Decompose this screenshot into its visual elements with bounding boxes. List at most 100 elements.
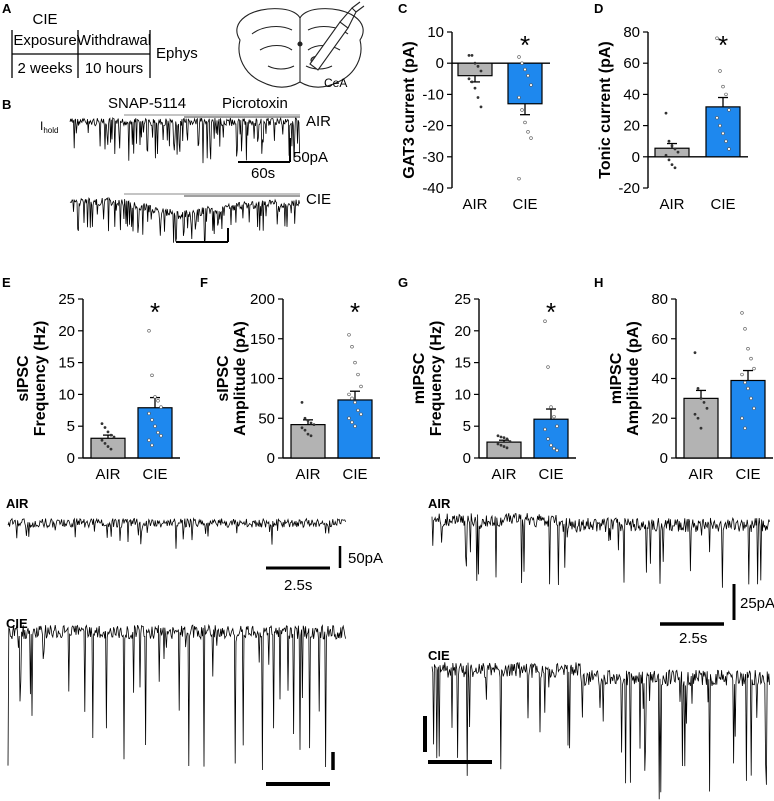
panel-label-d: D xyxy=(594,1,603,16)
chart-e-bar-air xyxy=(90,437,126,459)
chart-h-point xyxy=(699,396,703,400)
chart-e-point xyxy=(150,373,154,378)
chart-d-point xyxy=(715,36,719,40)
chart-g-tick-label: 25 xyxy=(454,291,471,308)
chart-d-point xyxy=(724,92,728,97)
sipsc-scale-current-label: 50pA xyxy=(348,550,383,567)
chart-c-point xyxy=(467,54,471,57)
chart-g-point xyxy=(496,434,500,438)
chart-f-ylabel: Amplitude (pA) xyxy=(232,321,249,436)
chart-g-point xyxy=(555,424,559,428)
chart-f-point xyxy=(312,423,316,427)
chart-f-ylabel-top: sIPSC xyxy=(215,355,232,402)
chart-f-tick-label: 150 xyxy=(250,331,275,348)
chart-d-tick-label: 60 xyxy=(623,55,640,72)
chart-c-point xyxy=(479,105,483,109)
chart-g-point xyxy=(499,443,503,447)
chart-f-tick-label: 200 xyxy=(250,291,275,308)
chart-d-point xyxy=(718,123,722,128)
panel-label-f: F xyxy=(200,275,208,290)
drug-picrotoxin-label: Picrotoxin xyxy=(222,95,288,112)
sipsc-cie-label: CIE xyxy=(6,616,28,631)
chart-c-point xyxy=(479,69,483,73)
chart-h-point xyxy=(743,327,747,331)
chart-c-tick-label: -40 xyxy=(422,180,444,197)
chart-d-point xyxy=(664,153,668,157)
chart-h-bar-cie xyxy=(730,379,766,459)
chart-e-tick-label: 0 xyxy=(67,450,75,467)
chart-d-point xyxy=(667,139,671,143)
chart-f-point xyxy=(347,392,351,397)
chart-e-point xyxy=(103,426,107,429)
sipsc-cie-trace xyxy=(7,623,346,771)
chart-f-point xyxy=(359,384,363,389)
chart-c-ylabel: GAT3 current (pA) xyxy=(401,41,418,178)
panel-label-c: C xyxy=(398,1,408,16)
chart-e-point xyxy=(156,430,160,435)
chart-f-point xyxy=(300,426,304,430)
chart-c-point xyxy=(473,61,477,65)
chart-c-point xyxy=(470,80,474,84)
chart-c-significance: * xyxy=(520,30,530,60)
chart-e-point xyxy=(159,434,163,438)
chart-d-point xyxy=(724,139,728,143)
chart-c-point xyxy=(470,54,474,57)
chart-c-tick-label: 0 xyxy=(436,55,444,72)
chart-h-point xyxy=(740,311,744,315)
chart-f-significance: * xyxy=(350,297,360,327)
chart-g-point xyxy=(543,319,547,323)
chart-e-point xyxy=(100,422,104,426)
chart-h-category-label: CIE xyxy=(735,466,760,483)
chart-f-point xyxy=(353,424,357,428)
scale-current-label: 50pA xyxy=(293,149,328,166)
chart-g-point xyxy=(552,446,556,451)
chart-d-tick-label: 40 xyxy=(623,86,640,103)
chart-h-tick-label: 60 xyxy=(651,331,668,348)
chart-d-significance: * xyxy=(718,30,728,60)
chart-g-significance: * xyxy=(546,297,556,327)
chart-h-point xyxy=(743,380,747,385)
chart-c-point xyxy=(526,130,530,134)
ihold-label: Ihold xyxy=(40,119,58,135)
chart-d-category-label: CIE xyxy=(710,196,735,213)
chart-h: 80 60 40 20 0 mIPSC Amplitude (pA) AIR CIE xyxy=(608,291,773,483)
trace-cie-label: CIE xyxy=(306,191,331,208)
chart-c-tick-label: -30 xyxy=(422,149,444,166)
chart-e-tick-label: 20 xyxy=(58,323,75,340)
mipsc-air-trace xyxy=(431,513,770,588)
chart-g-category-label: CIE xyxy=(538,466,563,483)
chart-d-point xyxy=(664,111,668,115)
chart-c-point xyxy=(520,61,524,65)
chart-e-ylabel-top: sIPSC xyxy=(15,355,32,402)
chart-f-category-label: AIR xyxy=(295,466,320,483)
chart-e-point xyxy=(153,424,157,428)
trace-cie-holding xyxy=(69,196,300,243)
chart-h-point xyxy=(749,396,753,401)
chart-f-tick-label: 100 xyxy=(250,371,275,388)
chart-g-point xyxy=(543,427,547,432)
chart-h-ylabel: Amplitude (pA) xyxy=(625,321,642,436)
sipsc-scale-time-label: 2.5s xyxy=(284,577,312,594)
chart-d-point xyxy=(727,108,731,112)
chart-h-point xyxy=(696,416,700,420)
chart-h-point xyxy=(740,416,744,420)
chart-h-point xyxy=(743,426,747,430)
chart-f-point xyxy=(356,408,360,412)
chart-g-category-label: AIR xyxy=(491,466,516,483)
chart-d-category-label: AIR xyxy=(659,196,684,213)
chart-d-tick-label: 20 xyxy=(623,118,640,135)
chart-c-point xyxy=(467,77,471,81)
brain-slice-recording-icon: CeA xyxy=(236,1,365,90)
chart-f-point xyxy=(306,432,310,436)
chart-f-point xyxy=(303,416,307,420)
chart-e-tick-label: 5 xyxy=(67,418,75,435)
chart-f-point xyxy=(350,420,354,424)
chart-c-point xyxy=(476,64,480,68)
chart-d-point xyxy=(676,150,680,154)
chart-h-point xyxy=(752,366,756,371)
chart-h-category-label: AIR xyxy=(688,466,713,483)
mipsc-scale-current-label: 25pA xyxy=(740,595,774,612)
chart-e-point xyxy=(100,438,104,442)
